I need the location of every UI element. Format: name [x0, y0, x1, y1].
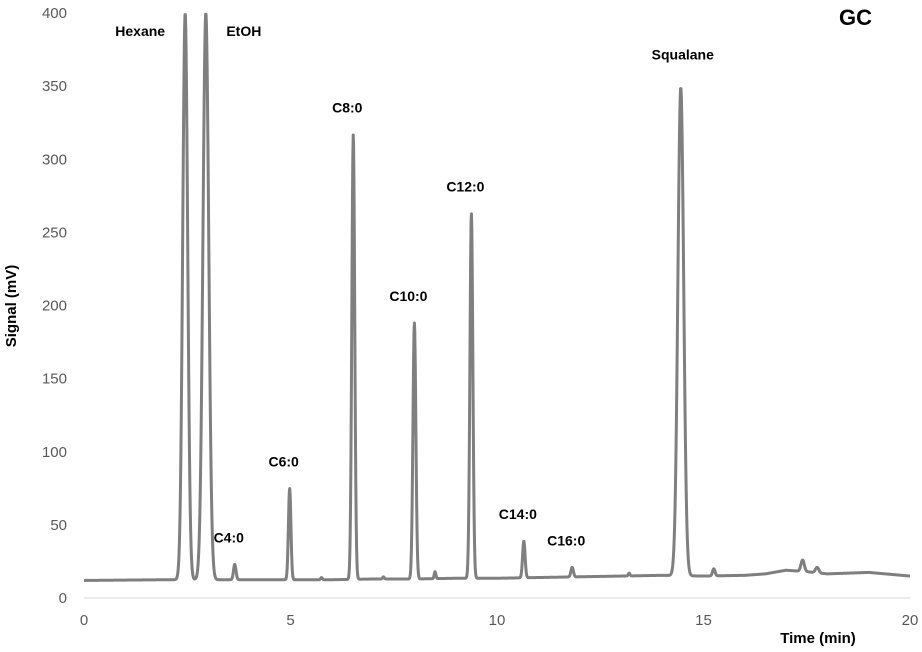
peak-label: C8:0 — [332, 99, 363, 115]
peak-label: C10:0 — [389, 288, 427, 304]
y-tick-label: 400 — [42, 5, 67, 22]
y-tick-label: 100 — [42, 444, 67, 461]
y-tick-label: 0 — [59, 590, 67, 607]
y-tick-label: 300 — [42, 151, 67, 168]
x-tick-label: 0 — [80, 612, 88, 629]
x-tick-label: 15 — [695, 612, 712, 629]
x-tick-label: 5 — [286, 612, 294, 629]
x-tick-label: 10 — [489, 612, 506, 629]
chart-title: GC — [839, 5, 872, 30]
x-axis-title: Time (min) — [780, 630, 856, 647]
y-tick-label: 150 — [42, 371, 67, 388]
y-tick-label: 200 — [42, 298, 67, 315]
peak-label: C16:0 — [547, 532, 585, 548]
peak-label: C6:0 — [268, 453, 299, 469]
y-tick-label: 350 — [42, 78, 67, 95]
signal-trace — [82, 12, 912, 582]
peak-labels: Hexane EtOH C4:0 C6:0 C8:0 C10:0 C12:0 C14:0 C16… — [115, 23, 714, 548]
peak-label: C14:0 — [499, 506, 537, 522]
peak-label: C4:0 — [214, 529, 245, 545]
peak-label: EtOH — [226, 23, 261, 39]
x-axis: 0 5 10 15 20 — [80, 612, 919, 629]
y-tick-label: 250 — [42, 224, 67, 241]
y-axis: 0 50 100 150 200 250 300 350 400 — [42, 5, 67, 607]
peak-label: Hexane — [115, 23, 165, 39]
y-axis-title: Signal (mV) — [3, 265, 20, 348]
peak-label: C12:0 — [446, 178, 484, 194]
y-tick-label: 50 — [50, 517, 67, 534]
x-tick-label: 20 — [902, 612, 919, 629]
peak-label: Squalane — [652, 47, 714, 63]
